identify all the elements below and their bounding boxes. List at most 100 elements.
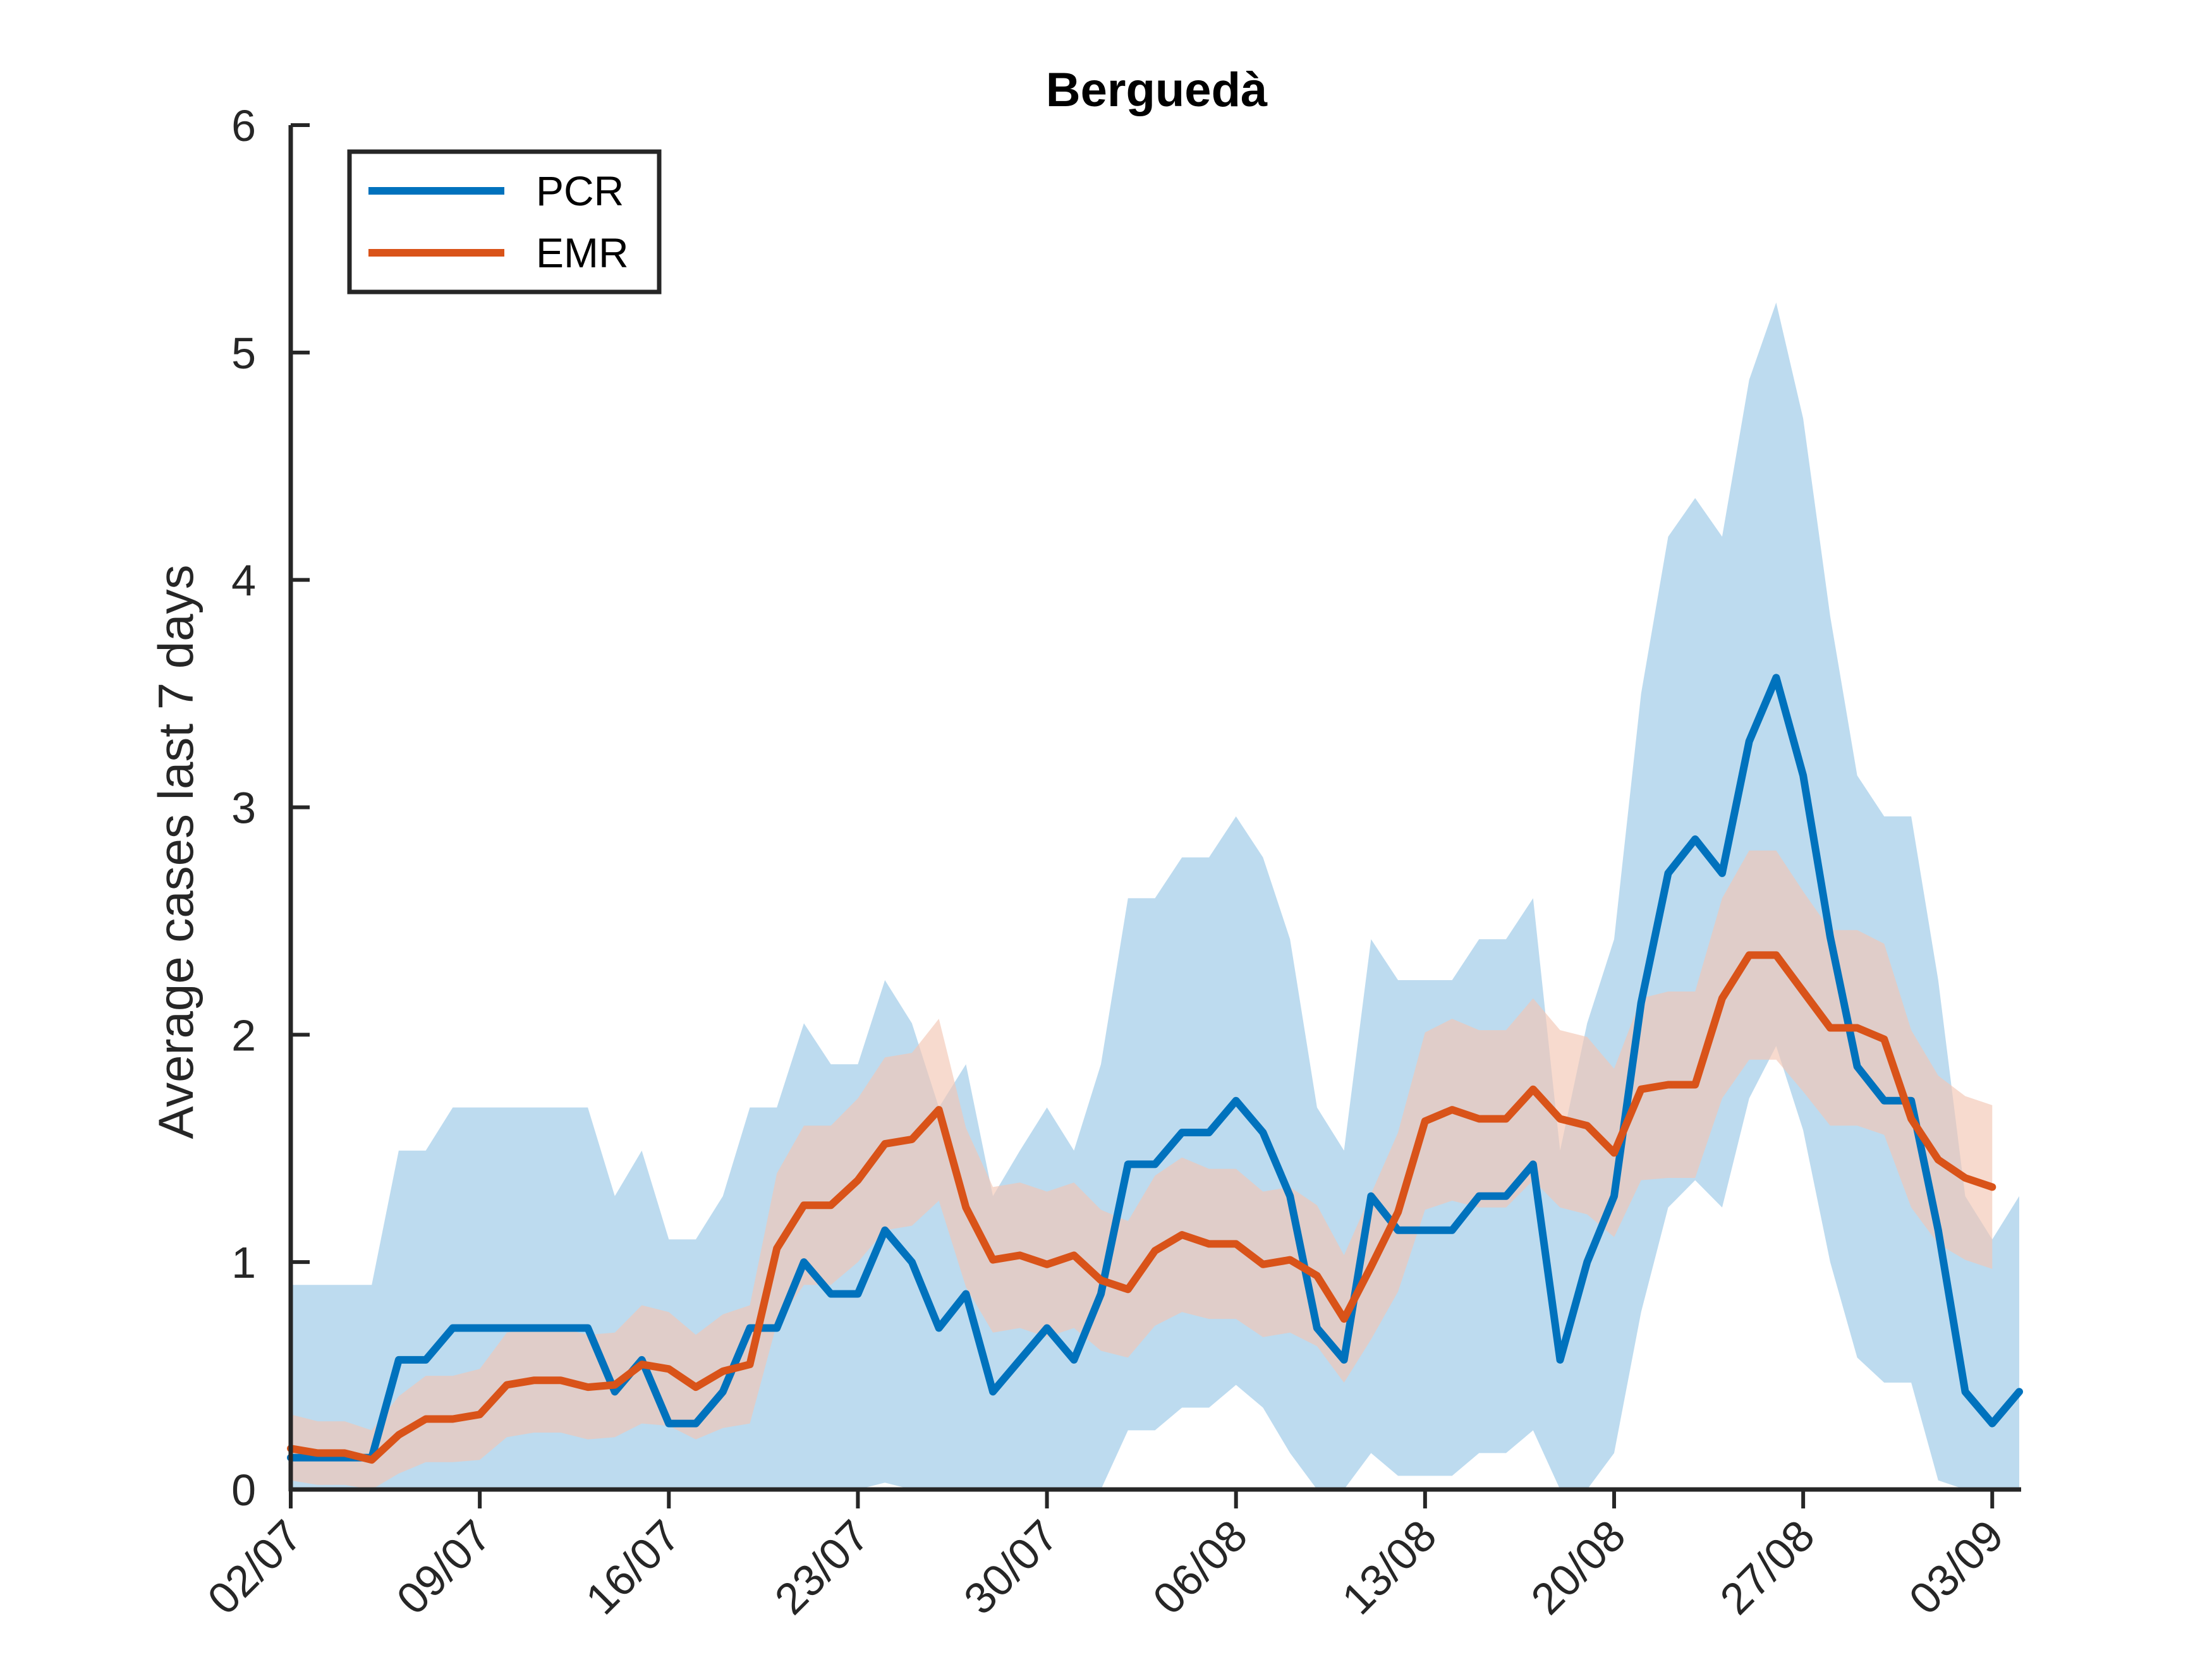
pcr-point: [1476, 1192, 1483, 1199]
emr-point: [530, 1377, 537, 1384]
pcr-point: [1773, 674, 1780, 681]
x-tick-label: 13/08: [1332, 1510, 1445, 1623]
emr-point: [1881, 1036, 1888, 1043]
emr-point: [1313, 1272, 1320, 1279]
pcr-point: [1421, 1227, 1428, 1234]
emr-point: [1773, 952, 1780, 959]
pcr-point: [1124, 1161, 1131, 1168]
pcr-point: [1718, 870, 1725, 876]
pcr-legend-label: PCR: [536, 167, 624, 214]
emr-point: [1800, 988, 1807, 995]
pcr-point: [1179, 1129, 1186, 1136]
emr-point: [1962, 1175, 1969, 1181]
emr-point: [1584, 1122, 1591, 1129]
y-tick-label: 1: [231, 1238, 256, 1287]
emr-point: [1476, 1115, 1483, 1122]
pcr-points: [288, 674, 2022, 1461]
pcr-point: [935, 1325, 942, 1331]
pcr-point: [719, 1388, 726, 1395]
emr-point: [1179, 1232, 1186, 1238]
emr-point: [1638, 1086, 1644, 1093]
emr-point: [341, 1450, 348, 1457]
pcr-point: [882, 1227, 889, 1234]
pcr-point: [1395, 1227, 1402, 1234]
emr-point: [1016, 1252, 1023, 1259]
pcr-point: [1206, 1129, 1212, 1136]
pcr-point: [746, 1325, 753, 1331]
emr-point: [557, 1377, 564, 1384]
pcr-point: [1529, 1161, 1536, 1168]
x-tick-label: 09/07: [387, 1510, 501, 1623]
pcr-point: [1800, 772, 1807, 779]
emr-point: [1368, 1263, 1375, 1270]
pcr-point: [1854, 1063, 1861, 1070]
emr-point: [368, 1457, 375, 1464]
x-tick-label: 20/08: [1522, 1510, 1635, 1623]
pcr-point: [2016, 1388, 2022, 1395]
y-tick-label: 2: [231, 1010, 256, 1060]
pcr-point: [1746, 738, 1753, 745]
pcr-point: [1016, 1356, 1023, 1363]
pcr-point: [693, 1420, 699, 1427]
pcr-point: [1638, 1000, 1644, 1006]
emr-point: [1287, 1256, 1294, 1263]
emr-point: [1395, 1209, 1402, 1215]
emr-point: [1260, 1261, 1267, 1268]
x-tick-label: 16/07: [576, 1510, 690, 1623]
emr-point: [1340, 1316, 1347, 1323]
confidence-bands: [291, 302, 2019, 1490]
emr-point: [395, 1431, 402, 1438]
pcr-point: [1989, 1420, 1996, 1427]
y-axis-label: Average cases last 7 days: [148, 564, 204, 1139]
emr-point: [693, 1384, 699, 1391]
pcr-point: [503, 1325, 510, 1331]
pcr-point: [1043, 1325, 1050, 1331]
x-tick-label: 06/08: [1143, 1510, 1256, 1623]
pcr-point: [1449, 1227, 1455, 1234]
pcr-point: [1881, 1097, 1888, 1104]
emr-point: [585, 1384, 592, 1391]
emr-point: [882, 1141, 889, 1148]
emr-point: [746, 1361, 753, 1368]
pcr-point: [990, 1388, 997, 1395]
pcr-point: [801, 1259, 807, 1266]
y-tick-label: 4: [231, 556, 256, 605]
emr-series-line: [287, 951, 1996, 1464]
x-tick-label: 23/07: [765, 1510, 878, 1623]
emr-point: [1206, 1240, 1212, 1247]
pcr-point: [1313, 1325, 1320, 1331]
emr-point: [1071, 1252, 1078, 1259]
emr-point: [1503, 1115, 1509, 1122]
emr-points: [288, 952, 1996, 1464]
emr-point: [1665, 1081, 1672, 1088]
emr-point: [1421, 1118, 1428, 1125]
emr-point: [801, 1202, 807, 1209]
emr-point: [477, 1411, 483, 1418]
emr-point: [990, 1256, 997, 1263]
y-tick-label: 5: [231, 329, 256, 378]
pcr-point: [1287, 1192, 1294, 1199]
pcr-point: [1935, 1227, 1942, 1234]
x-tick-label: 27/08: [1711, 1510, 1824, 1623]
emr-point: [1529, 1086, 1536, 1093]
emr-point: [827, 1202, 834, 1209]
legend: PCR EMR: [347, 149, 662, 294]
emr-point: [1232, 1240, 1239, 1247]
pcr-point: [1071, 1356, 1078, 1363]
pcr-point: [1232, 1097, 1239, 1104]
pcr-point: [1260, 1129, 1267, 1136]
emr-point: [1043, 1261, 1050, 1268]
emr-point: [1718, 995, 1725, 1002]
pcr-point: [854, 1290, 861, 1297]
emr-point: [1826, 1024, 1833, 1031]
series-lines: [287, 674, 2023, 1464]
emr-confidence-band: [291, 850, 1993, 1489]
pcr-point: [1692, 835, 1699, 842]
emr-point: [774, 1245, 781, 1252]
pcr-point: [449, 1325, 456, 1331]
pcr-point: [422, 1356, 429, 1363]
x-tick-label: 03/09: [1900, 1510, 2013, 1623]
pcr-point: [774, 1325, 781, 1331]
chart-title: Berguedà: [1046, 63, 1268, 117]
emr-point: [1746, 952, 1753, 959]
